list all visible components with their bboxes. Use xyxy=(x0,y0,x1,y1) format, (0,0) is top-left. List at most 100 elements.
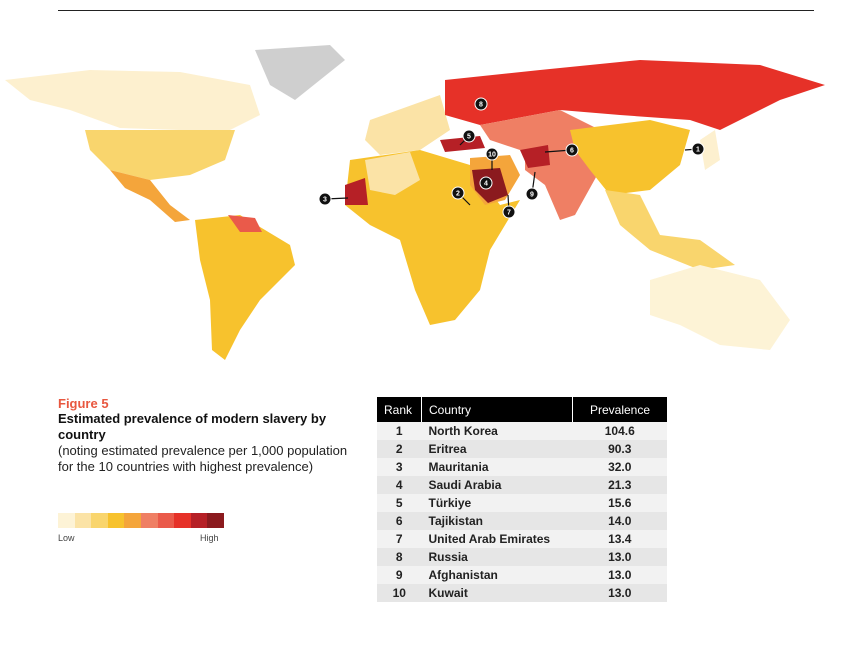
legend-low-label: Low xyxy=(58,533,75,543)
cell-country: Kuwait xyxy=(421,584,573,602)
cell-rank: 1 xyxy=(377,422,422,440)
marker-circle xyxy=(318,192,332,206)
table-row: 3 Mauritania 32.0 xyxy=(377,458,667,476)
legend-high-label: High xyxy=(200,533,219,543)
cell-rank: 9 xyxy=(377,566,422,584)
table-row: 5 Türkiye 15.6 xyxy=(377,494,667,512)
legend-swatch xyxy=(74,513,92,528)
cell-country: United Arab Emirates xyxy=(421,530,573,548)
cell-country: North Korea xyxy=(421,422,573,440)
table-row: 9 Afghanistan 13.0 xyxy=(377,566,667,584)
legend-swatch xyxy=(190,513,208,528)
afghanistan xyxy=(520,145,550,168)
usa xyxy=(85,130,235,180)
cell-prevalence: 32.0 xyxy=(572,458,667,476)
cell-rank: 7 xyxy=(377,530,422,548)
cell-prevalence: 15.6 xyxy=(572,494,667,512)
marker-circle xyxy=(474,97,488,111)
marker-circle xyxy=(479,176,493,190)
figure-subtitle: (noting estimated prevalence per 1,000 p… xyxy=(58,443,348,474)
table-row: 10 Kuwait 13.0 xyxy=(377,584,667,602)
cell-rank: 10 xyxy=(377,584,422,602)
cell-prevalence: 14.0 xyxy=(572,512,667,530)
cell-country: Saudi Arabia xyxy=(421,476,573,494)
color-legend xyxy=(58,513,224,528)
figure-label: Figure 5 xyxy=(58,396,109,411)
cell-prevalence: 13.0 xyxy=(572,584,667,602)
cell-rank: 2 xyxy=(377,440,422,458)
marker-circle xyxy=(485,147,499,161)
marker-circle xyxy=(451,186,465,200)
legend-swatch xyxy=(58,513,75,528)
marker-circle xyxy=(502,205,516,219)
cell-prevalence: 21.3 xyxy=(572,476,667,494)
legend-swatch xyxy=(174,513,191,528)
table-row: 2 Eritrea 90.3 xyxy=(377,440,667,458)
mauritania xyxy=(345,178,368,205)
cell-country: Türkiye xyxy=(421,494,573,512)
marker-label: 5 xyxy=(467,134,471,141)
rank-marker: 8 xyxy=(474,97,488,111)
figure-caption: Figure 5 Estimated prevalence of modern … xyxy=(58,396,358,475)
rank-marker: 2 xyxy=(451,186,471,206)
top-rule xyxy=(58,10,814,11)
marker-label: 1 xyxy=(696,147,700,154)
cell-prevalence: 13.0 xyxy=(572,566,667,584)
legend-swatch xyxy=(107,513,125,528)
north-africa-light xyxy=(365,152,420,195)
cell-rank: 4 xyxy=(377,476,422,494)
marker-label: 2 xyxy=(456,191,460,198)
header-prevalence: Prevalence xyxy=(572,397,667,422)
cell-rank: 3 xyxy=(377,458,422,476)
marker-circle xyxy=(691,142,705,156)
japan xyxy=(700,130,720,170)
legend-swatch xyxy=(207,513,224,528)
legend-swatch xyxy=(124,513,141,528)
world-map: 1 2 3 4 5 6 7 8 9 10 xyxy=(5,45,825,360)
rank-marker: 7 xyxy=(502,194,516,219)
marker-circle xyxy=(525,187,539,201)
figure-title: Estimated prevalence of modern slavery b… xyxy=(58,411,327,442)
canada xyxy=(5,70,260,130)
russia xyxy=(445,60,825,130)
marker-label: 10 xyxy=(488,152,496,159)
rank-marker: 9 xyxy=(525,171,539,201)
header-rank: Rank xyxy=(377,397,422,422)
cell-rank: 6 xyxy=(377,512,422,530)
table-row: 7 United Arab Emirates 13.4 xyxy=(377,530,667,548)
cell-prevalence: 13.4 xyxy=(572,530,667,548)
cell-country: Mauritania xyxy=(421,458,573,476)
table-row: 1 North Korea 104.6 xyxy=(377,422,667,440)
cell-country: Eritrea xyxy=(421,440,573,458)
cell-country: Russia xyxy=(421,548,573,566)
australia xyxy=(650,265,790,350)
legend-swatch xyxy=(140,513,158,528)
south-asia xyxy=(525,150,600,220)
marker-label: 9 xyxy=(530,192,534,199)
china xyxy=(570,120,690,195)
greenland xyxy=(255,45,345,100)
europe xyxy=(365,95,450,155)
marker-circle xyxy=(462,129,476,143)
rank-marker: 1 xyxy=(684,142,705,156)
venezuela xyxy=(228,215,262,232)
top-ten-table: Rank Country Prevalence 1 North Korea 104.… xyxy=(377,397,667,602)
legend-swatch xyxy=(91,513,108,528)
central-asia xyxy=(480,110,600,150)
table-row: 4 Saudi Arabia 21.3 xyxy=(377,476,667,494)
rank-marker: 10 xyxy=(485,147,499,170)
rank-marker: 4 xyxy=(479,176,493,190)
header-country: Country xyxy=(421,397,573,422)
marker-label: 4 xyxy=(484,181,488,188)
south-america xyxy=(195,215,295,360)
cell-prevalence: 104.6 xyxy=(572,422,667,440)
table-row: 6 Tajikistan 14.0 xyxy=(377,512,667,530)
turkey xyxy=(440,136,485,152)
rank-marker: 3 xyxy=(318,192,349,206)
cell-rank: 8 xyxy=(377,548,422,566)
table-row: 8 Russia 13.0 xyxy=(377,548,667,566)
marker-label: 3 xyxy=(323,197,327,204)
cell-prevalence: 90.3 xyxy=(572,440,667,458)
marker-label: 7 xyxy=(507,210,511,217)
